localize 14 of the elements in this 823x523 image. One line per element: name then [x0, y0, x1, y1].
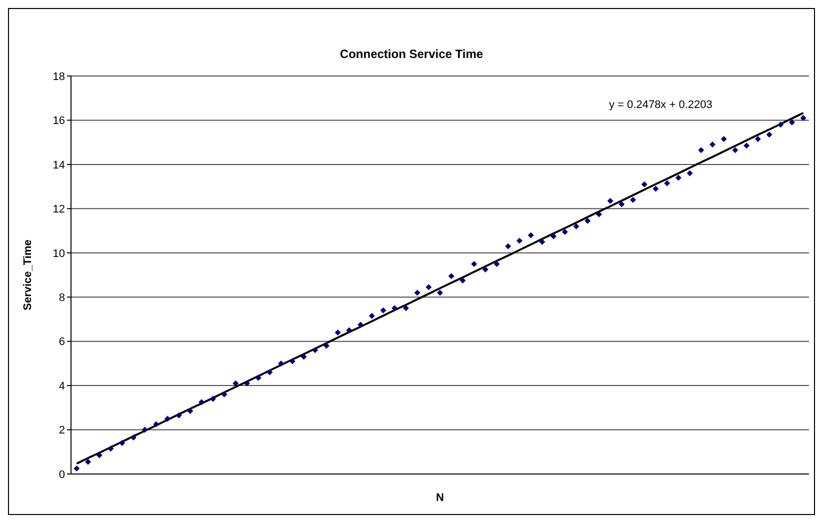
y-tick-label: 6: [58, 336, 65, 348]
y-tick-label: 4: [58, 380, 65, 392]
y-tick-label: 12: [52, 204, 65, 216]
y-tick-label: 14: [52, 159, 65, 172]
y-tick-label: 2: [58, 424, 65, 437]
y-tick-label: 16: [52, 115, 65, 128]
y-axis-title: Service_Time: [22, 240, 34, 310]
x-axis-title: N: [436, 492, 444, 504]
chart-title: Connection Service Time: [338, 47, 484, 61]
y-tick-label: 0: [58, 468, 65, 481]
y-tick-label: 18: [52, 70, 65, 83]
y-tick-label: 8: [58, 292, 65, 304]
y-tick-label: 10: [52, 248, 65, 260]
annotation: y = 0.2478x + 0.2203: [609, 99, 712, 111]
